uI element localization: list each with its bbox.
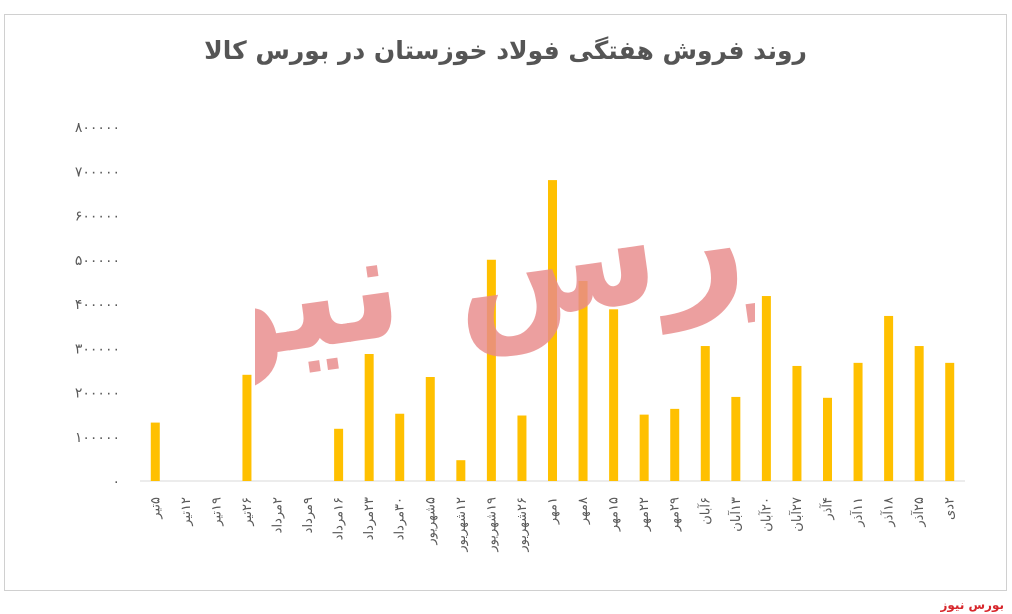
x-tick-label: ۲۳مرداد	[362, 497, 377, 540]
x-axis: ۵تیر ۱۲تیر ۱۹تیر ۲۶تیر ۲مرداد ۹مرداد ۱۶مرداد ۲۳…	[148, 497, 957, 553]
x-tick-label: ۱۱آذر	[849, 497, 866, 528]
x-tick-label: ۲۵آذر	[910, 497, 927, 528]
bar	[609, 309, 619, 481]
x-tick-label: ۴آذر	[819, 497, 836, 521]
x-tick-label: ۱۲تیر	[179, 497, 194, 527]
bar	[150, 422, 160, 481]
bar	[242, 374, 252, 481]
x-tick-label: ۱۶مرداد	[332, 497, 347, 540]
x-tick-label: ۱۹تیر	[209, 497, 224, 527]
x-tick-label: ۳۰مرداد	[393, 497, 408, 540]
x-tick-label: ۲۷آبان	[788, 497, 805, 532]
bar	[700, 346, 710, 481]
y-axis: ۰ ۱۰۰۰۰۰ ۲۰۰۰۰۰ ۳۰۰۰۰۰ ۴۰۰۰۰۰ ۵۰۰۰۰۰ ۶۰۰۰۰۰ ۷۰۰…	[75, 120, 120, 490]
x-tick-label: ۱۳آبان	[727, 497, 744, 532]
bar	[945, 362, 955, 481]
bar	[914, 346, 924, 481]
bar	[761, 296, 771, 481]
y-tick-label: ۶۰۰۰۰۰	[75, 209, 120, 225]
y-tick-label: ۳۰۰۰۰۰	[75, 341, 120, 357]
x-tick-label: ۲۰آبان	[757, 497, 774, 532]
bar	[456, 460, 466, 481]
y-tick-label: ۴۰۰۰۰۰	[75, 297, 120, 313]
bar	[670, 408, 680, 481]
x-tick-label: ۱۵مهر	[607, 497, 622, 532]
bar	[425, 377, 435, 481]
x-tick-label: ۹مرداد	[301, 497, 316, 533]
y-tick-label: ۸۰۰۰۰۰	[75, 120, 120, 136]
x-tick-label: ۲۶تیر	[240, 497, 255, 527]
x-tick-label: ۱مهر	[546, 497, 561, 525]
x-tick-label: ۱۹شهریور	[484, 497, 499, 553]
bar	[853, 362, 863, 481]
bar	[578, 280, 588, 481]
bar	[884, 315, 894, 481]
chart-title: روند فروش هفتگی فولاد خوزستان در بورس کا…	[204, 36, 807, 65]
bars-group	[150, 180, 955, 481]
bar	[731, 396, 741, 481]
bar	[639, 414, 649, 481]
bar	[517, 415, 527, 481]
bar	[364, 354, 374, 481]
bar	[823, 397, 832, 481]
x-tick-label: ۱۲شهریور	[454, 497, 469, 553]
y-tick-label: ۵۰۰۰۰۰	[75, 253, 120, 269]
x-tick-label: ۶آبان	[696, 497, 713, 525]
bar	[548, 180, 557, 481]
x-tick-label: ۲۶شهریور	[515, 497, 530, 553]
bar	[486, 259, 496, 481]
y-tick-label: ۱۰۰۰۰۰	[75, 430, 120, 446]
x-tick-label: ۲۲مهر	[637, 497, 652, 532]
y-tick-label: ۷۰۰۰۰۰	[75, 164, 120, 180]
x-tick-label: ۵تیر	[148, 497, 163, 520]
x-tick-label: ۵شهریور	[423, 497, 438, 546]
source-label: بورس نیوز	[940, 598, 1004, 612]
bar	[395, 413, 405, 481]
bar	[792, 365, 802, 481]
bar	[334, 428, 344, 481]
y-tick-label: ۲۰۰۰۰۰	[75, 386, 120, 402]
chart-frame	[4, 14, 1007, 591]
x-tick-label: ۸مهر	[576, 497, 591, 525]
x-tick-label: ۲۹مهر	[668, 497, 683, 532]
x-tick-label: ۱۸آذر	[880, 497, 897, 528]
y-tick-label: ۰	[112, 474, 120, 490]
x-tick-label: ۲دی	[943, 497, 958, 520]
x-tick-label: ۲مرداد	[271, 497, 286, 533]
